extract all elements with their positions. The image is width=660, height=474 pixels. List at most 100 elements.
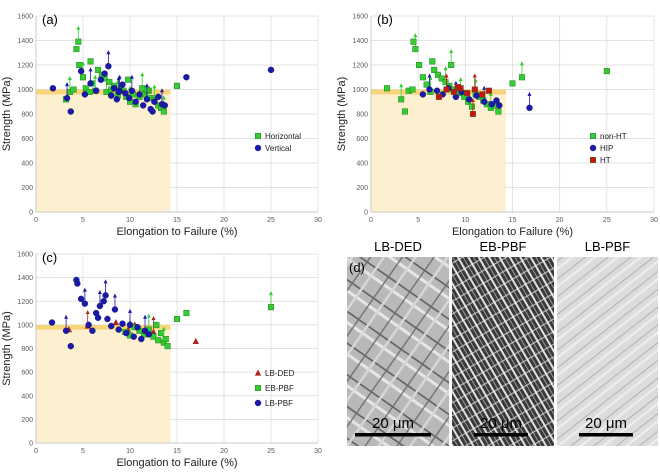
y-tick-label: 1400 (352, 38, 368, 45)
data-point (102, 292, 109, 299)
x-axis-label: Elongation to Failure (%) (452, 226, 573, 238)
data-point (443, 86, 450, 93)
data-point (469, 110, 476, 117)
legend-label-lb-pbf: LB-PBF (265, 399, 293, 408)
legend-marker (590, 132, 597, 139)
data-point (101, 70, 108, 77)
data-point (122, 89, 129, 97)
y-tick-label: 200 (21, 185, 33, 192)
data-point (79, 74, 86, 81)
data-point (398, 96, 405, 103)
data-arrow-head (143, 314, 148, 319)
y-tick-label: 1400 (17, 275, 33, 282)
y-axis-label: Strength (MPa) (1, 77, 13, 152)
data-point (107, 322, 115, 330)
data-arrow-head (128, 308, 132, 313)
panel-label: (a) (42, 12, 58, 27)
data-point (473, 92, 480, 99)
chart-a: 0 200 400 600 800 1000 1200 1400 1600 0 5 10 15 20 25 3… (1, 12, 322, 238)
data-arrow-head (151, 315, 156, 320)
scale-bar (474, 433, 528, 437)
data-point (496, 102, 503, 109)
x-tick-label: 10 (461, 217, 469, 224)
data-point (81, 300, 89, 307)
y-tick-label: 600 (356, 136, 368, 143)
x-tick-label: 15 (173, 217, 181, 224)
data-point (73, 46, 80, 53)
data-point (435, 93, 442, 100)
x-tick-label: 5 (81, 217, 85, 224)
data-point (67, 108, 74, 115)
data-arrow-head (140, 72, 145, 77)
spec-region (36, 324, 171, 443)
legend-label-hip: HIP (600, 144, 613, 153)
y-tick-label: 0 (29, 441, 33, 448)
data-point (431, 66, 438, 73)
data-arrow-head (67, 75, 72, 80)
data-point (479, 91, 486, 98)
series-ht (435, 73, 492, 117)
data-point (73, 276, 80, 284)
data-point (454, 84, 461, 91)
x-tick-label: 25 (267, 448, 275, 455)
y-tick-label: 1600 (17, 252, 33, 259)
legend-label-vertical: Vertical (265, 144, 291, 153)
data-arrow-head (103, 279, 108, 284)
data-point (111, 306, 119, 313)
data-point (106, 79, 113, 86)
data-point (119, 320, 126, 327)
data-arrow-head (473, 78, 478, 83)
scale-bar (355, 433, 431, 437)
x-axis-label: Elongation to Failure (%) (116, 457, 237, 469)
data-arrow-head (152, 84, 157, 89)
data-point (438, 75, 445, 82)
data-point (442, 79, 449, 86)
data-point (151, 98, 158, 105)
data-point (160, 108, 167, 115)
data-arrow-head (146, 313, 151, 318)
data-point (128, 87, 136, 94)
data-point (161, 102, 168, 109)
data-point (125, 94, 133, 102)
panel-label: (c) (42, 250, 57, 265)
data-point (105, 63, 112, 70)
data-point (134, 324, 141, 331)
data-point (132, 98, 139, 105)
y-tick-label: 200 (21, 417, 33, 424)
data-arrow-head (413, 33, 418, 38)
data-point (87, 58, 94, 65)
spec-region (371, 89, 506, 212)
x-tick-label: 30 (650, 217, 658, 224)
data-point (465, 96, 473, 103)
y-tick-label: 1000 (352, 87, 368, 94)
data-point (488, 100, 495, 108)
x-tick-label: 10 (126, 448, 134, 455)
y-tick-label: 1000 (17, 87, 33, 94)
data-point (183, 310, 190, 317)
data-arrow-head (104, 75, 109, 80)
data-point (401, 108, 408, 115)
data-point (451, 88, 458, 95)
data-arrow-head (88, 67, 93, 72)
data-point (107, 92, 115, 99)
micrograph-title: LB-PBF (585, 239, 631, 254)
data-point (162, 336, 169, 343)
data-point (75, 38, 82, 45)
data-point (192, 337, 199, 345)
data-point (268, 304, 275, 311)
data-arrow-head (458, 77, 463, 82)
data-arrow-head (527, 91, 532, 96)
data-arrow-head (82, 287, 87, 292)
y-tick-label: 200 (356, 185, 368, 192)
data-point (412, 46, 419, 53)
data-arrow-head (97, 289, 102, 294)
y-tick-label: 800 (356, 112, 368, 119)
legend-label-non-ht: non-HT (600, 132, 627, 141)
data-point (173, 82, 180, 89)
x-tick-label: 25 (267, 217, 275, 224)
data-point (123, 329, 130, 337)
x-tick-label: 25 (603, 217, 611, 224)
legend-marker (590, 156, 597, 163)
data-arrow-head (449, 49, 454, 53)
